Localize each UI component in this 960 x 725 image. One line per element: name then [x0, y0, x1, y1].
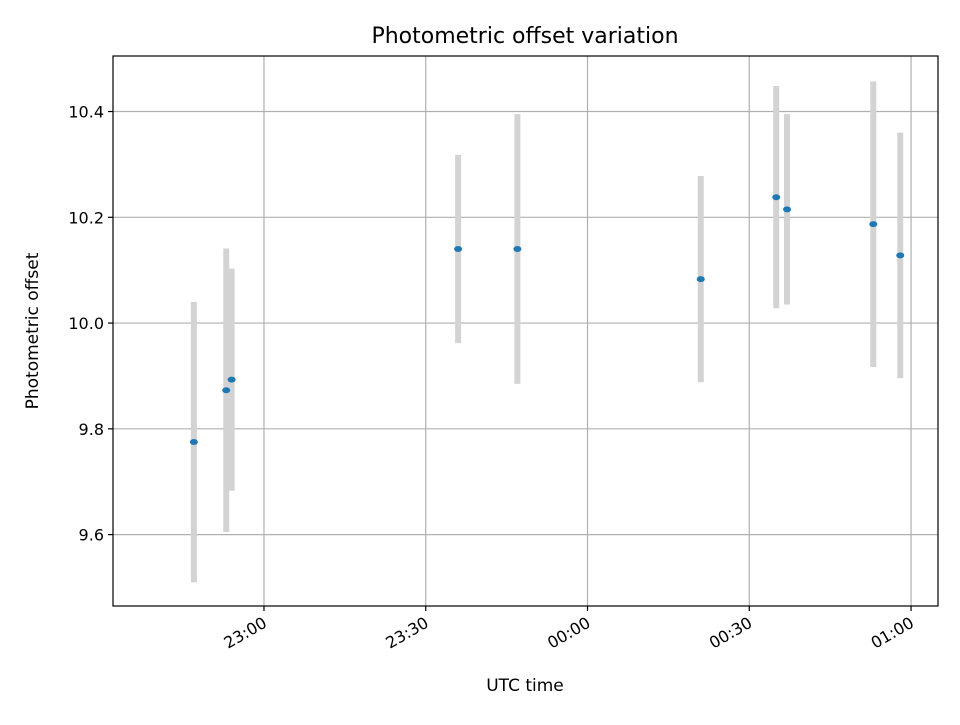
data-point — [896, 252, 905, 259]
y-tick-label: 9.8 — [79, 420, 104, 439]
data-point — [222, 387, 231, 394]
data-point — [454, 246, 463, 253]
y-axis-label: Photometric offset — [23, 252, 43, 409]
y-tick-label: 9.6 — [79, 526, 104, 545]
y-tick-label: 10.4 — [68, 103, 104, 122]
y-tick-label: 10.0 — [68, 314, 104, 333]
data-point — [772, 194, 781, 201]
grid — [113, 56, 938, 606]
x-axis-label: UTC time — [486, 676, 564, 696]
data-point — [513, 246, 522, 253]
data-points — [189, 194, 905, 446]
data-point — [189, 439, 198, 446]
chart-title: Photometric offset variation — [371, 24, 678, 49]
data-point — [696, 276, 705, 283]
y-tick-label: 10.2 — [68, 208, 104, 227]
data-point — [227, 376, 236, 383]
plot-frame — [112, 55, 939, 607]
y-axis-ticks: 9.6 9.8 10.0 10.2 10.4 — [68, 103, 113, 545]
data-point — [869, 221, 878, 228]
data-point — [783, 206, 792, 213]
